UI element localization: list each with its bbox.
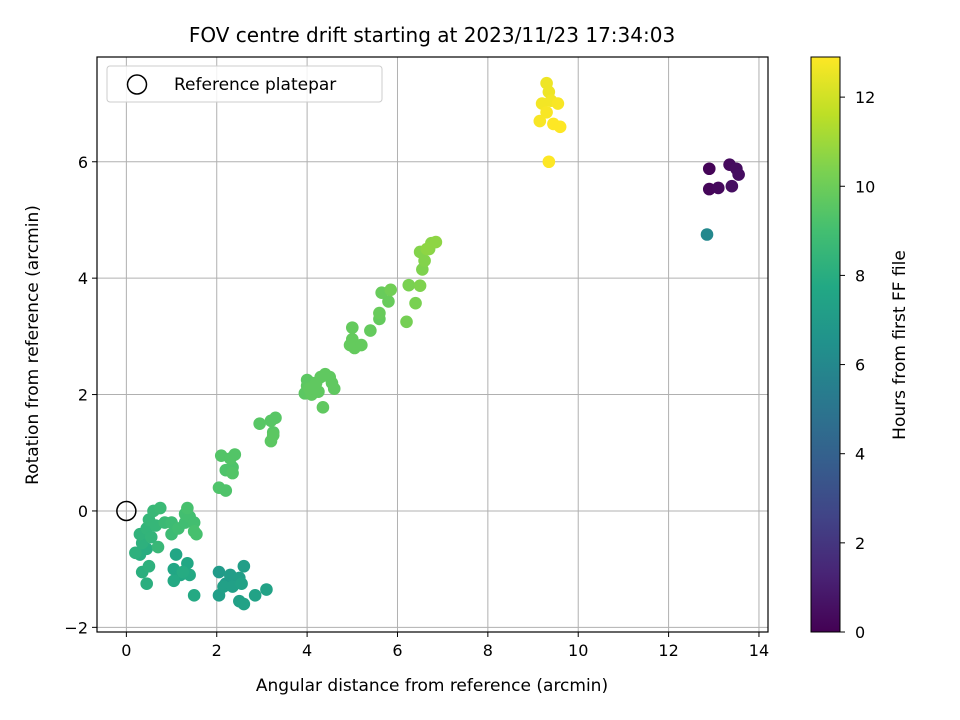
data-point xyxy=(264,434,278,448)
data-point xyxy=(151,540,165,554)
colorbar-tick-label: 10 xyxy=(855,177,875,196)
legend: Reference platepar xyxy=(106,65,383,103)
data-point xyxy=(420,242,434,256)
x-tick-label: 10 xyxy=(568,641,588,660)
data-point xyxy=(413,279,427,293)
data-point xyxy=(140,577,154,590)
colorbar-label: Hours from first FF file xyxy=(890,250,910,440)
data-point xyxy=(373,306,386,320)
data-point xyxy=(169,548,183,561)
data-point xyxy=(187,589,201,602)
data-point xyxy=(248,589,262,602)
x-tick-label: 6 xyxy=(392,641,402,660)
x-tick-label: 8 xyxy=(483,641,493,660)
data-point xyxy=(129,546,142,560)
reference-platepar-marker xyxy=(116,500,137,522)
legend-entry-reference: Reference platepar xyxy=(174,75,336,95)
data-point xyxy=(384,283,398,297)
y-tick-label: 4 xyxy=(78,269,88,288)
chart-title: FOV centre drift starting at 2023/11/23 … xyxy=(189,23,675,47)
colorbar-tick-label: 8 xyxy=(855,266,865,285)
grid xyxy=(97,57,768,632)
data-point xyxy=(144,530,158,544)
data-point xyxy=(540,105,553,119)
y-tick-label: 6 xyxy=(78,153,88,172)
data-point xyxy=(187,516,201,529)
data-point xyxy=(702,162,716,176)
data-point xyxy=(217,580,230,593)
data-point xyxy=(316,401,330,414)
x-axis: 0 2 4 6 8 10 12 14 xyxy=(121,632,769,660)
colorbar: 0 2 4 6 8 10 12 Hours from first FF file xyxy=(810,56,910,642)
y-tick-label: 0 xyxy=(78,502,88,521)
reference-marker xyxy=(116,500,137,522)
data-point xyxy=(711,181,725,195)
data-point xyxy=(253,417,266,430)
data-point xyxy=(187,525,201,538)
colorbar-tick-label: 6 xyxy=(855,356,865,375)
data-point xyxy=(303,382,316,396)
data-point xyxy=(153,501,167,515)
data-point xyxy=(212,565,226,579)
data-point xyxy=(176,565,190,579)
data-point xyxy=(429,235,443,249)
data-point xyxy=(228,448,242,461)
colorbar-tick-label: 0 xyxy=(855,623,865,642)
colorbar-tick-label: 12 xyxy=(855,88,875,107)
data-point xyxy=(400,315,413,329)
y-axis-label: Rotation from reference (arcmin) xyxy=(23,205,43,485)
data-point xyxy=(382,295,395,308)
legend-box xyxy=(106,65,383,103)
data-point xyxy=(235,577,248,590)
data-point xyxy=(542,155,556,169)
x-axis-label: Angular distance from reference (arcmin) xyxy=(256,676,608,696)
data-point xyxy=(219,484,233,497)
data-point xyxy=(269,411,282,425)
data-point xyxy=(355,338,368,352)
data-point xyxy=(327,382,341,396)
colorbar-gradient xyxy=(810,56,841,633)
x-tick-label: 2 xyxy=(212,641,222,660)
y-tick-label: 2 xyxy=(78,386,88,405)
data-point xyxy=(409,296,422,310)
data-point xyxy=(181,501,194,515)
x-tick-label: 4 xyxy=(302,641,312,660)
plot-frame xyxy=(96,56,769,633)
data-point xyxy=(226,466,239,480)
data-point xyxy=(533,114,547,128)
legend-reference-marker xyxy=(126,74,148,95)
data-point xyxy=(260,583,273,596)
data-point xyxy=(237,597,251,611)
scatter-points xyxy=(129,76,745,611)
data-point xyxy=(551,97,565,110)
y-axis: −2 0 2 4 6 xyxy=(64,153,97,637)
data-point xyxy=(364,324,377,337)
x-tick-label: 0 xyxy=(121,641,131,660)
data-point xyxy=(142,559,156,573)
data-point xyxy=(553,120,567,134)
data-point xyxy=(402,278,416,292)
data-point xyxy=(237,559,251,573)
data-point xyxy=(725,179,739,193)
colorbar-ticks: 0 2 4 6 8 10 12 xyxy=(840,88,875,642)
data-point xyxy=(700,228,714,241)
x-tick-label: 12 xyxy=(658,641,678,660)
data-point xyxy=(732,168,745,181)
data-point xyxy=(167,574,181,588)
y-tick-label: −2 xyxy=(64,618,88,637)
colorbar-tick-label: 2 xyxy=(855,534,865,553)
colorbar-tick-label: 4 xyxy=(855,445,865,464)
x-tick-label: 14 xyxy=(749,641,769,660)
data-point xyxy=(345,321,359,334)
